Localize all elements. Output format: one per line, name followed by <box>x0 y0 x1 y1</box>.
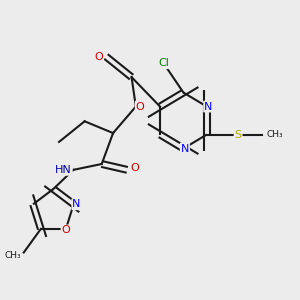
Text: O: O <box>136 102 145 112</box>
Text: O: O <box>61 225 70 236</box>
Text: HN: HN <box>55 165 72 175</box>
Text: S: S <box>235 130 242 140</box>
Text: N: N <box>181 143 189 154</box>
Text: Cl: Cl <box>158 58 169 68</box>
Text: N: N <box>72 199 81 209</box>
Text: O: O <box>130 164 139 173</box>
Text: N: N <box>204 102 212 112</box>
Text: CH₃: CH₃ <box>267 130 283 139</box>
Text: CH₃: CH₃ <box>4 251 21 260</box>
Text: O: O <box>94 52 103 61</box>
